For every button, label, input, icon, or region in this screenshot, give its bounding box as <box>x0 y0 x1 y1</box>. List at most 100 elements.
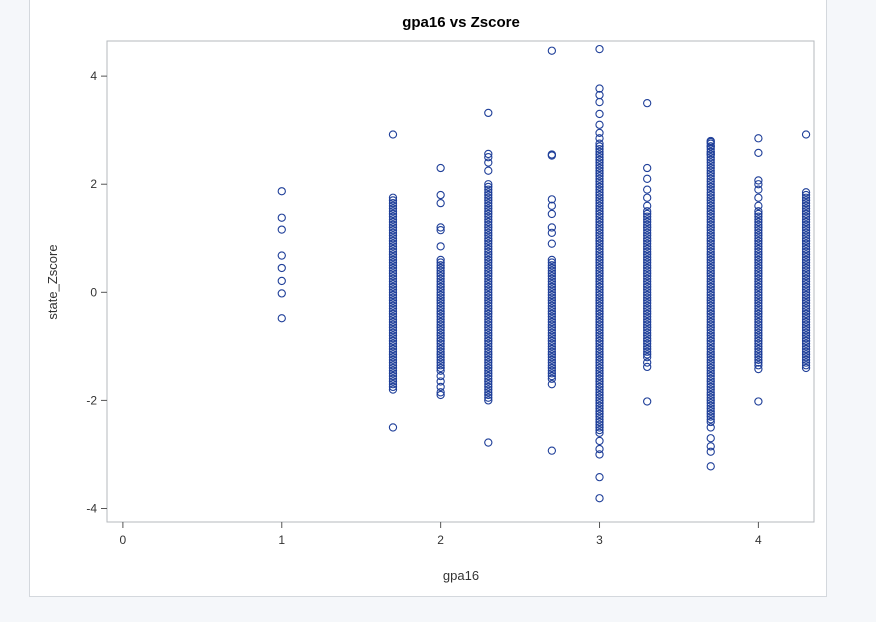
x-tick-label: 0 <box>120 533 127 547</box>
data-point <box>706 169 715 178</box>
data-point <box>595 320 604 329</box>
data-point <box>706 212 715 221</box>
data-point <box>388 342 398 351</box>
data-point <box>706 269 715 278</box>
data-point <box>595 293 604 302</box>
data-point <box>484 234 493 243</box>
data-point <box>547 151 557 160</box>
data-point <box>436 298 445 308</box>
data-point <box>436 336 445 346</box>
data-point <box>801 266 811 275</box>
data-point <box>484 149 493 159</box>
data-point <box>754 242 763 251</box>
data-point <box>643 309 652 319</box>
data-point <box>388 217 398 227</box>
data-point <box>547 307 557 316</box>
data-point <box>801 204 811 213</box>
data-point <box>436 339 445 348</box>
data-point <box>801 269 811 278</box>
data-point <box>595 212 604 221</box>
data-point <box>595 150 604 159</box>
data-point <box>706 161 715 170</box>
data-point <box>643 255 652 265</box>
data-point <box>547 347 557 356</box>
data-point <box>388 325 398 335</box>
data-point <box>643 163 652 173</box>
data-point <box>643 209 652 219</box>
data-point <box>388 209 398 219</box>
data-point <box>801 353 811 362</box>
data-point <box>388 323 398 332</box>
data-point <box>643 317 652 327</box>
data-point <box>595 44 604 54</box>
data-point <box>801 277 811 286</box>
data-point <box>388 369 398 378</box>
data-point <box>388 220 398 229</box>
data-point <box>484 304 493 313</box>
data-point <box>754 331 763 340</box>
data-point <box>484 342 493 351</box>
data-point <box>706 371 715 381</box>
data-point <box>388 204 398 213</box>
data-point <box>388 261 398 270</box>
data-point <box>643 293 652 302</box>
data-point <box>643 328 652 337</box>
data-point <box>595 247 604 256</box>
data-point <box>484 385 493 394</box>
data-point <box>801 231 811 240</box>
data-point <box>436 355 445 365</box>
data-point <box>547 361 557 370</box>
data-point <box>595 312 604 321</box>
data-point <box>706 285 715 294</box>
data-point <box>643 234 652 243</box>
data-point <box>484 223 493 232</box>
data-point <box>547 296 557 305</box>
data-point <box>484 325 493 335</box>
data-point <box>595 215 604 224</box>
data-point <box>706 177 715 186</box>
data-point <box>801 130 811 139</box>
data-point <box>595 298 604 308</box>
data-point <box>484 339 493 348</box>
plot-frame <box>106 40 815 523</box>
data-point <box>706 239 715 248</box>
data-point <box>595 236 604 246</box>
data-point <box>643 334 652 343</box>
data-point <box>484 350 493 359</box>
data-point <box>801 253 811 262</box>
data-point <box>436 285 445 294</box>
data-point <box>706 334 715 343</box>
data-point <box>801 301 811 310</box>
data-point <box>706 298 715 308</box>
data-point <box>801 250 811 259</box>
data-point <box>754 301 763 310</box>
data-point <box>706 293 715 302</box>
data-point <box>484 274 493 283</box>
data-point <box>436 255 445 265</box>
data-point <box>801 293 811 302</box>
data-point <box>484 380 493 389</box>
data-point <box>801 261 811 270</box>
data-point <box>484 336 493 346</box>
data-point <box>388 207 398 216</box>
data-point <box>388 296 398 305</box>
data-point <box>484 371 493 381</box>
data-point <box>484 366 493 375</box>
data-point <box>801 320 811 329</box>
data-point <box>436 266 445 275</box>
data-point <box>277 225 286 234</box>
data-point <box>484 309 493 319</box>
data-point <box>643 350 652 359</box>
data-point <box>706 320 715 329</box>
data-point <box>436 269 445 278</box>
data-point <box>801 198 811 208</box>
data-point <box>801 325 811 335</box>
data-point <box>595 158 604 167</box>
data-point <box>436 280 445 289</box>
data-point <box>643 288 652 297</box>
data-point <box>484 296 493 305</box>
data-point <box>595 398 604 408</box>
data-point <box>595 120 604 129</box>
data-point <box>547 201 557 210</box>
data-point <box>801 342 811 351</box>
